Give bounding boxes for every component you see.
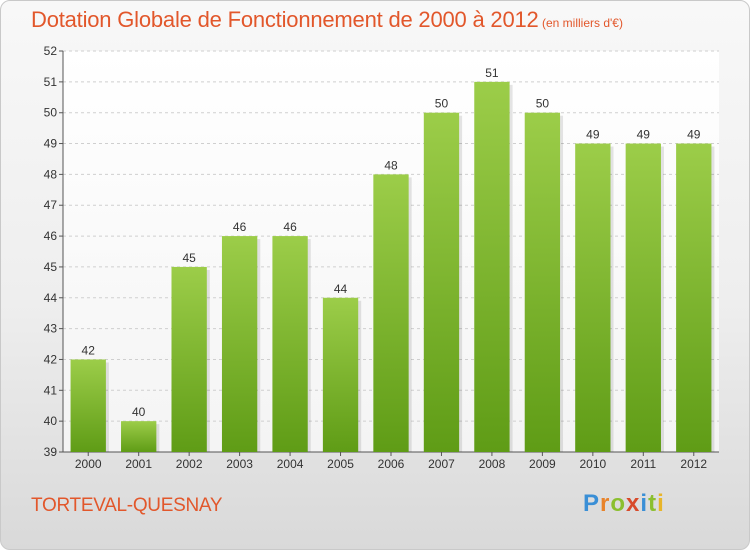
chart-title: Dotation Globale de Fonctionnement de 20… (31, 7, 539, 32)
x-tick-label: 2009 (529, 457, 556, 471)
y-tick-label: 39 (44, 445, 58, 459)
logo-letter: x (626, 490, 641, 517)
bar-value-label: 50 (536, 97, 550, 111)
x-tick-label: 2004 (277, 457, 304, 471)
bar (575, 143, 611, 453)
x-tick-label: 2012 (680, 457, 707, 471)
x-tick-label: 2003 (226, 457, 253, 471)
y-tick-label: 47 (44, 198, 58, 212)
bar (322, 297, 359, 452)
y-tick-label: 44 (44, 291, 58, 305)
y-tick-label: 43 (44, 322, 58, 336)
logo-letter: i (657, 490, 665, 517)
bar-value-label: 45 (182, 251, 196, 265)
x-tick-label: 2005 (327, 457, 354, 471)
bar-value-label: 40 (132, 405, 146, 419)
bar-value-label: 44 (334, 282, 348, 296)
logo-letter: P (583, 490, 601, 517)
bar-value-label: 49 (586, 128, 600, 142)
bar-value-label: 50 (435, 97, 449, 111)
y-tick-label: 42 (44, 352, 58, 366)
logo-letter: t (648, 490, 658, 517)
bar (676, 143, 712, 453)
bar-value-label: 48 (384, 158, 398, 172)
bar-value-label: 49 (637, 128, 651, 142)
bar (221, 236, 258, 452)
x-tick-label: 2002 (176, 457, 203, 471)
bar-value-label: 42 (82, 343, 96, 357)
bar-value-label: 49 (687, 128, 701, 142)
y-tick-label: 48 (44, 167, 58, 181)
y-tick-label: 51 (44, 75, 58, 89)
bar (474, 81, 510, 452)
bar (373, 174, 409, 452)
bar (171, 266, 207, 452)
x-tick-label: 2008 (479, 457, 506, 471)
bar (272, 236, 308, 452)
x-tick-label: 2011 (630, 457, 656, 471)
x-tick-label: 2006 (378, 457, 405, 471)
y-tick-label: 49 (44, 137, 58, 151)
chart-subtitle: (en milliers d'€) (542, 16, 623, 30)
bar (524, 112, 561, 452)
x-tick-label: 2010 (579, 457, 606, 471)
y-tick-label: 40 (44, 414, 58, 428)
y-tick-label: 52 (44, 44, 58, 58)
y-tick-label: 46 (44, 229, 58, 243)
commune-name: TORTEVAL-QUESNAY (31, 495, 223, 516)
logo-letter: o (610, 490, 627, 517)
bar (70, 359, 106, 452)
bar-value-label: 51 (485, 66, 499, 80)
y-tick-label: 45 (44, 260, 58, 274)
bar-value-label: 46 (283, 220, 297, 234)
x-tick-label: 2007 (428, 457, 455, 471)
y-tick-label: 50 (44, 106, 58, 120)
x-tick-label: 2001 (125, 457, 152, 471)
bar (625, 143, 661, 453)
bar (423, 112, 460, 452)
y-tick-label: 41 (44, 383, 58, 397)
bar-value-label: 46 (233, 220, 247, 234)
proxiti-logo: Proxiti (583, 490, 665, 518)
x-tick-label: 2000 (75, 457, 102, 471)
logo-letter: r (600, 490, 611, 517)
bar (121, 421, 157, 452)
logo-letter: i (640, 490, 649, 517)
